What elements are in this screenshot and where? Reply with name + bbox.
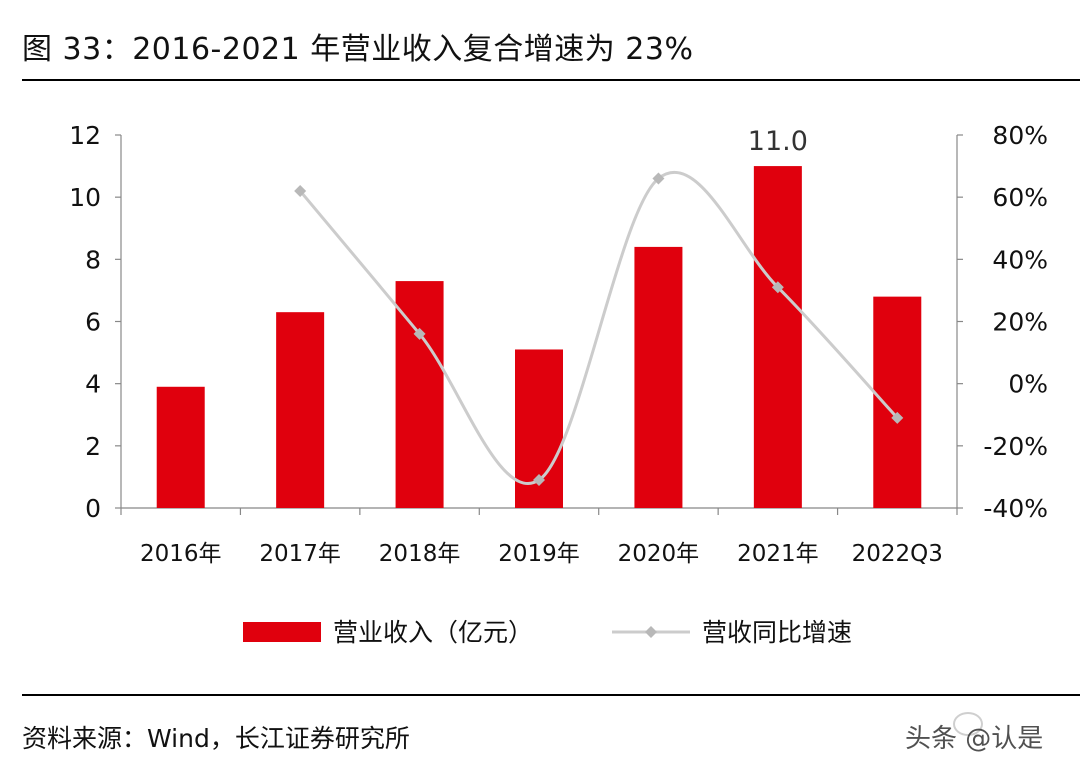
- footer-rule: [22, 694, 1080, 696]
- x-tick-label: 2020年: [618, 541, 700, 567]
- bar-data-label: 11.0: [748, 126, 808, 157]
- x-tick-label: 2021年: [737, 541, 819, 567]
- growth-point: [294, 184, 307, 197]
- growth-point: [891, 411, 904, 424]
- legend-label-growth: 营收同比增速: [702, 618, 852, 647]
- growth-line: [298, 170, 899, 485]
- x-tick-label: 2016年: [140, 541, 222, 567]
- x-tick-label: 2019年: [498, 541, 580, 567]
- bar: [873, 296, 922, 508]
- y-right-tick-label: 80%: [992, 121, 1048, 150]
- x-tick-label: 2018年: [379, 541, 461, 567]
- y-right-tick-label: 20%: [992, 308, 1048, 337]
- legend-label-revenue: 营业收入（亿元）: [333, 618, 533, 647]
- bar: [753, 166, 802, 509]
- x-tick-label: 2022Q3: [852, 541, 943, 567]
- y-right-tick-label: -40%: [983, 494, 1048, 523]
- y-left-tick-label: 6: [85, 308, 101, 337]
- chart: 0 2 4 6 8 10 12 -40% -20% 0% 20% 40% 60% 80% 2016年 2017…: [69, 121, 1048, 647]
- y-left-tick-label: 8: [85, 245, 101, 274]
- growth-point: [652, 172, 665, 185]
- y-left-tick-label: 2: [85, 432, 101, 461]
- watermark: 头条 @认是: [905, 724, 1044, 754]
- y-left-tick-label: 12: [69, 121, 101, 150]
- y-left-tick-label: 4: [85, 370, 101, 399]
- watermark-logo-icon: [953, 712, 983, 736]
- growth-point: [413, 327, 426, 340]
- legend-swatch-revenue: [243, 622, 321, 642]
- bar: [395, 281, 444, 508]
- bar: [156, 386, 205, 508]
- bar: [634, 246, 683, 508]
- title-rule: [22, 79, 1080, 81]
- y-right-tick-label: 60%: [992, 183, 1048, 212]
- y-left-tick-label: 10: [69, 183, 101, 212]
- growth-point: [533, 474, 545, 487]
- chart-title: 图 33：2016-2021 年营业收入复合增速为 23%: [22, 32, 694, 67]
- legend-marker-growth: [645, 626, 657, 638]
- source-note: 资料来源：Wind，长江证券研究所: [22, 724, 410, 753]
- growth-point: [771, 281, 784, 294]
- bar: [276, 312, 325, 508]
- y-right-tick-label: -20%: [983, 432, 1048, 461]
- y-right-tick-label: 40%: [992, 245, 1048, 274]
- x-tick-label: 2017年: [259, 541, 341, 567]
- y-left-tick-label: 0: [85, 494, 101, 523]
- y-right-tick-label: 0%: [1008, 370, 1048, 399]
